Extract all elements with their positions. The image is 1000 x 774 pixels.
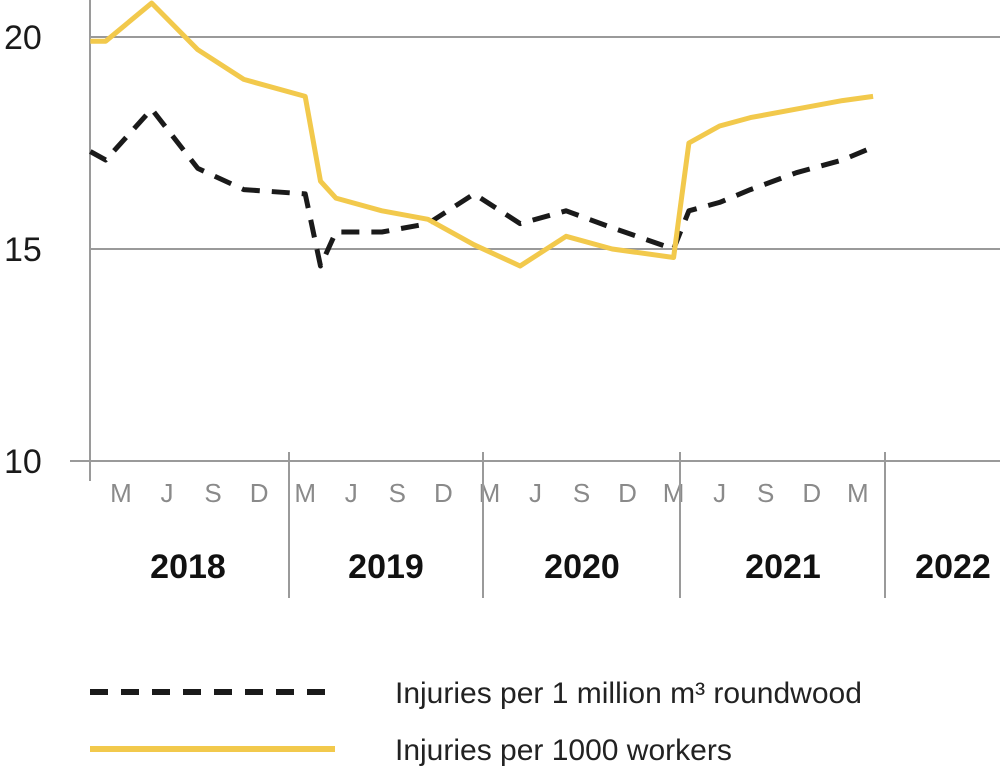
x-month-label: M [110, 478, 132, 508]
legend: Injuries per 1 million m³ roundwood Injur… [90, 677, 862, 767]
y-tick-label: 20 [4, 19, 42, 57]
x-month-label: S [389, 478, 406, 508]
series-lines [89, 0, 875, 269]
series-line-workers [90, 0, 874, 269]
y-tick-label: 15 [4, 231, 42, 269]
x-month-label: D [618, 478, 637, 508]
y-tick-labels: 10 15 20 [4, 19, 42, 481]
x-month-label: J [345, 478, 358, 508]
x-month-label: J [161, 478, 174, 508]
x-month-label: D [250, 478, 269, 508]
legend-label: Injuries per 1000 workers [395, 734, 732, 767]
series-line-roundwood [89, 106, 875, 269]
x-month-label: S [757, 478, 774, 508]
x-month-label: J [529, 478, 542, 508]
x-month-label: S [204, 478, 221, 508]
x-year-label: 2020 [544, 548, 620, 586]
x-year-label: 2021 [745, 548, 821, 586]
x-year-label: 2018 [150, 548, 226, 586]
x-month-label: M [479, 478, 501, 508]
x-year-label: 2022 [915, 548, 991, 586]
x-month-label: S [573, 478, 590, 508]
x-month-label: M [294, 478, 316, 508]
y-tick-label: 10 [4, 443, 42, 481]
x-month-label: M [663, 478, 685, 508]
x-month-label: D [434, 478, 453, 508]
x-month-label: D [802, 478, 821, 508]
legend-label: Injuries per 1 million m³ roundwood [395, 677, 862, 710]
x-month-label: J [713, 478, 726, 508]
x-year-label: 2019 [348, 548, 424, 586]
x-month-label: M [847, 478, 869, 508]
